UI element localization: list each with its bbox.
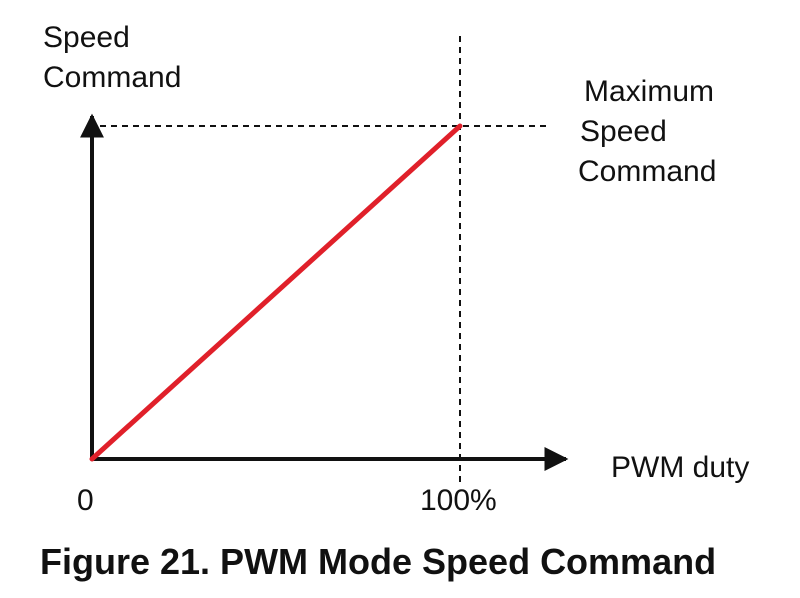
y-axis-label: Speed Command [43,18,181,98]
x-axis-label: PWM duty [611,451,750,484]
annotation-line: Speed [580,115,667,148]
y-axis-label-line: Command [43,61,182,94]
figure-caption: Figure 21. PWM Mode Speed Command [40,541,717,582]
speed-command-line [89,123,463,462]
annotation-line: Command [578,155,717,188]
y-axis-label-line: Speed [43,21,130,54]
maximum-speed-annotation: Maximum Speed Command [578,72,717,192]
annotation-line: Maximum [584,75,715,108]
x-tick-label: 100% [420,484,497,517]
x-tick-label: 0 [77,484,94,517]
